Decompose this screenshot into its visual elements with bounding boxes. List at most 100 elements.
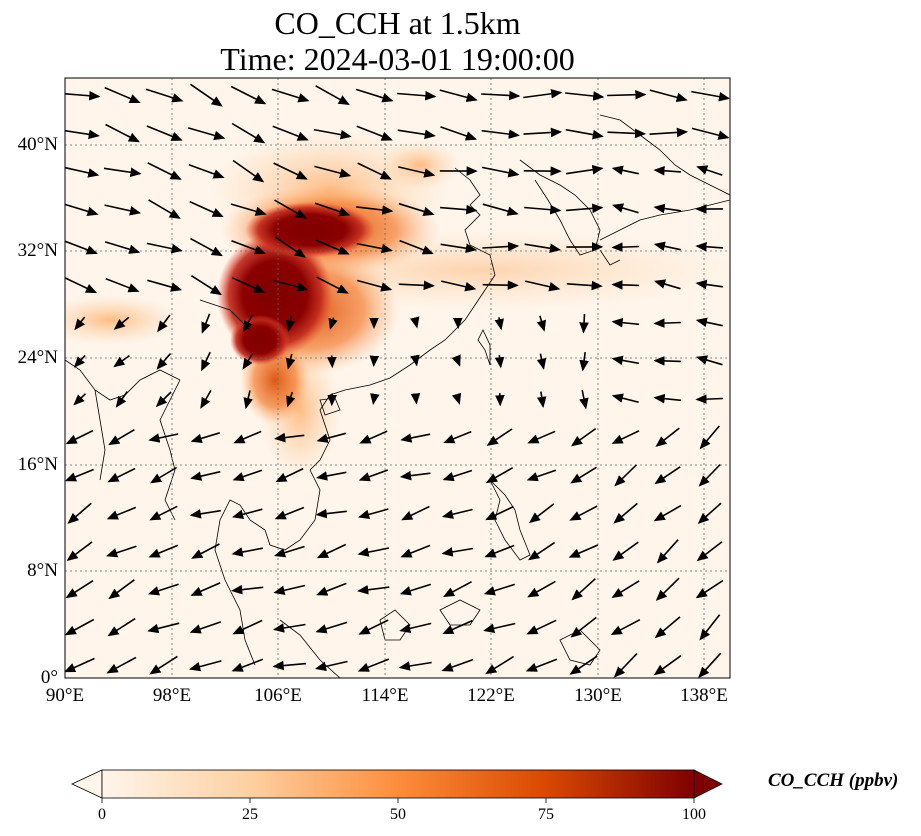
wind-arrow bbox=[494, 355, 505, 369]
wind-arrow bbox=[190, 470, 221, 481]
wind-arrow bbox=[65, 618, 95, 636]
wind-arrow bbox=[524, 243, 561, 254]
colorbar-tick-label: 25 bbox=[242, 806, 258, 823]
wind-arrow bbox=[231, 277, 266, 293]
wind-arrow bbox=[536, 315, 547, 332]
wind-arrow bbox=[397, 90, 437, 101]
lat-tick-label: 8°N bbox=[27, 560, 58, 581]
wind-arrow bbox=[525, 658, 558, 672]
wind-arrow bbox=[107, 617, 136, 637]
colorbar-gradient bbox=[101, 769, 695, 799]
wind-arrow bbox=[691, 127, 730, 140]
lat-tick-label: 0° bbox=[40, 667, 58, 688]
wind-arrow bbox=[315, 239, 350, 255]
wind-arrow bbox=[149, 655, 178, 675]
wind-arrow bbox=[149, 505, 178, 521]
wind-arrow bbox=[200, 390, 212, 409]
wind-arrow bbox=[536, 353, 547, 370]
wind-arrow bbox=[398, 202, 435, 217]
wind-arrow bbox=[148, 433, 179, 443]
wind-arrow bbox=[356, 205, 394, 215]
wind-arrow bbox=[104, 204, 142, 216]
wind-arrow bbox=[285, 315, 296, 332]
wind-arrow bbox=[398, 661, 432, 671]
wind-arrow bbox=[231, 584, 264, 595]
wind-arrow bbox=[653, 241, 681, 251]
wind-arrow bbox=[243, 314, 253, 333]
wind-arrow bbox=[73, 393, 87, 406]
colorbar-tick-label: 100 bbox=[682, 806, 706, 823]
wind-arrow bbox=[65, 657, 95, 673]
wind-arrow bbox=[273, 584, 306, 595]
wind-arrow bbox=[655, 577, 680, 601]
wind-arrow bbox=[232, 469, 263, 482]
wind-arrow bbox=[524, 204, 562, 215]
wind-arrow bbox=[316, 276, 349, 294]
wind-arrow bbox=[565, 128, 604, 140]
wind-arrow bbox=[103, 167, 142, 178]
wind-arrow bbox=[357, 658, 390, 672]
wind-arrow bbox=[147, 583, 179, 596]
wind-arrow bbox=[565, 164, 604, 175]
wind-arrow bbox=[612, 541, 639, 561]
wind-arrow bbox=[65, 276, 98, 294]
wind-arrow bbox=[190, 237, 223, 257]
wind-arrow bbox=[611, 165, 639, 175]
wind-arrow bbox=[397, 129, 436, 140]
wind-arrow bbox=[356, 242, 393, 254]
wind-arrow bbox=[188, 163, 225, 179]
wind-arrow bbox=[65, 240, 98, 255]
wind-arrow bbox=[579, 351, 589, 372]
wind-arrow bbox=[695, 241, 724, 252]
wind-arrow bbox=[150, 466, 178, 484]
wind-arrow bbox=[65, 90, 101, 101]
colorbar-min-extend bbox=[71, 769, 103, 799]
wind-arrow bbox=[106, 545, 137, 558]
wind-arrow bbox=[145, 88, 184, 103]
lon-tick-label: 114°E bbox=[361, 685, 409, 706]
wind-arrow bbox=[611, 317, 639, 328]
wind-arrow bbox=[441, 658, 474, 672]
wind-arrow bbox=[494, 317, 504, 331]
wind-arrow bbox=[527, 430, 556, 444]
wind-arrow bbox=[232, 508, 263, 519]
wind-arrow bbox=[189, 660, 222, 672]
wind-arrow bbox=[451, 392, 462, 405]
wind-arrow bbox=[328, 317, 338, 330]
wind-arrow bbox=[358, 469, 389, 482]
wind-arrow bbox=[187, 127, 226, 141]
wind-arrow bbox=[526, 469, 557, 482]
wind-arrow bbox=[611, 242, 640, 252]
wind-arrow bbox=[579, 389, 589, 410]
wind-arrow bbox=[313, 128, 352, 140]
lat-tick-label: 32°N bbox=[17, 240, 58, 261]
wind-arrow bbox=[696, 541, 723, 562]
wind-arrow bbox=[315, 508, 347, 519]
wind-arrow bbox=[698, 463, 721, 487]
wind-arrow bbox=[231, 122, 266, 144]
wind-arrow bbox=[106, 656, 137, 674]
wind-arrow bbox=[66, 541, 93, 562]
wind-arrow bbox=[400, 544, 431, 558]
wind-arrow bbox=[189, 509, 221, 519]
wind-arrow bbox=[691, 90, 730, 102]
colorbar-label: CO_CCH (ppbv) bbox=[768, 770, 899, 791]
wind-arrow bbox=[359, 430, 388, 444]
wind-arrow bbox=[74, 316, 86, 331]
wind-arrow bbox=[483, 583, 515, 596]
wind-arrow bbox=[649, 89, 688, 103]
wind-arrow bbox=[400, 433, 431, 443]
wind-arrow bbox=[314, 660, 348, 672]
map-time-subtitle: Time: 2024-03-01 19:00:00 bbox=[220, 41, 575, 77]
wind-arrow bbox=[440, 126, 478, 141]
wind-arrow bbox=[73, 354, 86, 368]
wind-arrow bbox=[401, 505, 430, 521]
wind-arrow bbox=[695, 355, 723, 366]
wind-arrow bbox=[115, 391, 128, 408]
lon-tick-label: 90°E bbox=[45, 685, 85, 706]
wind-arrow bbox=[654, 616, 681, 639]
wind-arrow bbox=[243, 390, 253, 410]
wind-arrow bbox=[148, 544, 179, 558]
wind-arrow bbox=[273, 545, 305, 558]
wind-arrow bbox=[65, 468, 94, 482]
